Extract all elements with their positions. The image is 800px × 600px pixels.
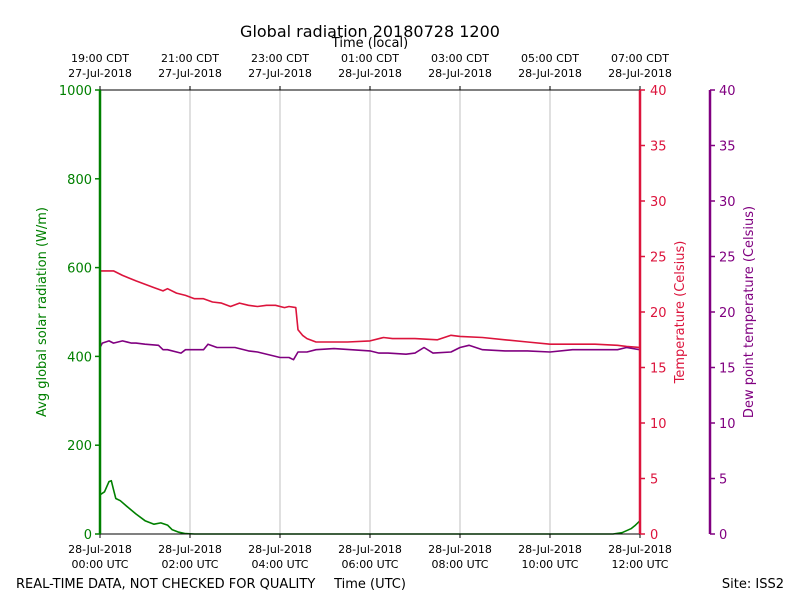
top-tick-label-date: 28-Jul-2018 — [608, 67, 672, 80]
y-tick-label-temperature: 40 — [650, 84, 667, 99]
x-tick-label-time: 06:00 UTC — [341, 558, 398, 571]
y-tick-label-temperature: 20 — [650, 306, 667, 321]
top-tick-label-date: 28-Jul-2018 — [338, 67, 402, 80]
y-tick-label-left: 600 — [67, 262, 92, 277]
x-tick-label-time: 12:00 UTC — [611, 558, 668, 571]
top-tick-label-time: 23:00 CDT — [251, 52, 309, 65]
x-tick-label-date: 28-Jul-2018 — [338, 543, 402, 556]
y-tick-label-temperature: 0 — [650, 528, 658, 543]
y-tick-label-dewpoint: 20 — [719, 306, 736, 321]
top-tick-label-time: 19:00 CDT — [71, 52, 129, 65]
y-tick-label-left: 0 — [84, 528, 92, 543]
axes: 28-Jul-2018 00:00 UTC 28-Jul-2018 02:00 UTC… — [59, 52, 736, 571]
x-tick-label-date: 28-Jul-2018 — [608, 543, 672, 556]
x-tick-label-time: 04:00 UTC — [251, 558, 308, 571]
top-tick-label-date: 27-Jul-2018 — [248, 67, 312, 80]
x-tick-label-time: 10:00 UTC — [521, 558, 578, 571]
y-tick-label-temperature: 15 — [650, 362, 667, 377]
y-tick-label-dewpoint: 35 — [719, 140, 736, 155]
top-tick-label-date: 27-Jul-2018 — [158, 67, 222, 80]
chart-title: Global radiation 20180728 1200 — [240, 22, 500, 41]
footer-quality-note: REAL-TIME DATA, NOT CHECKED FOR QUALITY — [16, 577, 315, 592]
top-tick-label-time: 05:00 CDT — [521, 52, 579, 65]
top-tick-label-date: 28-Jul-2018 — [428, 67, 492, 80]
top-tick-label-time: 01:00 CDT — [341, 52, 399, 65]
temperature-line — [100, 270, 641, 349]
x-tick-label-time: 00:00 UTC — [71, 558, 128, 571]
y-tick-label-left: 400 — [67, 350, 92, 365]
top-tick-label-date: 27-Jul-2018 — [68, 67, 132, 80]
x-tick-label-date: 28-Jul-2018 — [158, 543, 222, 556]
x-tick-label-time: 08:00 UTC — [431, 558, 488, 571]
dewpoint-line — [99, 340, 641, 361]
y-tick-label-temperature: 35 — [650, 140, 667, 155]
y-tick-label-dewpoint: 40 — [719, 84, 736, 99]
y-tick-label-left: 800 — [67, 173, 92, 188]
top-axis-label: Time (local) — [331, 36, 408, 51]
y-tick-label-dewpoint: 10 — [719, 417, 736, 432]
x-tick-label-date: 28-Jul-2018 — [428, 543, 492, 556]
y-tick-label-dewpoint: 25 — [719, 251, 736, 266]
top-tick-label-date: 28-Jul-2018 — [518, 67, 582, 80]
x-tick-label-time: 02:00 UTC — [161, 558, 218, 571]
y-tick-label-dewpoint: 15 — [719, 362, 736, 377]
y-tick-label-dewpoint: 0 — [719, 528, 727, 543]
grid-lines — [189, 90, 551, 534]
y-tick-label-dewpoint: 30 — [719, 195, 736, 210]
top-tick-label-time: 21:00 CDT — [161, 52, 219, 65]
y-tick-label-dewpoint: 5 — [719, 473, 727, 488]
x-tick-label-date: 28-Jul-2018 — [248, 543, 312, 556]
y-tick-label-left: 200 — [67, 439, 92, 454]
y-tick-label-temperature: 25 — [650, 251, 667, 266]
x-axis-label: Time (UTC) — [333, 577, 406, 592]
y-axis-label-left: Avg global solar radiation (W/m) — [35, 207, 50, 417]
top-tick-label-time: 07:00 CDT — [611, 52, 669, 65]
y-tick-label-temperature: 5 — [650, 473, 658, 488]
top-tick-label-time: 03:00 CDT — [431, 52, 489, 65]
y-tick-label-left: 1000 — [59, 84, 92, 99]
x-tick-label-date: 28-Jul-2018 — [68, 543, 132, 556]
y-tick-label-temperature: 10 — [650, 417, 667, 432]
x-tick-label-date: 28-Jul-2018 — [518, 543, 582, 556]
y-axis-label-dewpoint: Dew point temperature (Celsius) — [742, 206, 757, 418]
y-axis-label-temperature: Temperature (Celsius) — [673, 241, 688, 385]
y-tick-label-temperature: 30 — [650, 195, 667, 210]
footer-site: Site: ISS2 — [722, 577, 784, 592]
